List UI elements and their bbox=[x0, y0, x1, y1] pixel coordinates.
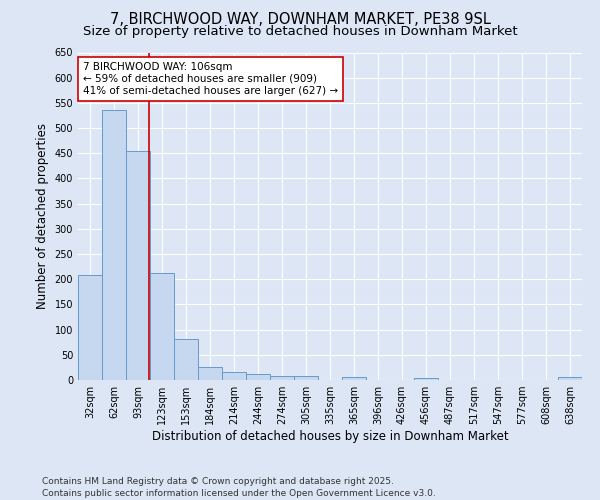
Bar bbox=[270, 376, 294, 380]
Bar bbox=[294, 376, 318, 380]
Bar bbox=[246, 374, 270, 380]
Text: 7, BIRCHWOOD WAY, DOWNHAM MARKET, PE38 9SL: 7, BIRCHWOOD WAY, DOWNHAM MARKET, PE38 9… bbox=[110, 12, 490, 28]
Text: Size of property relative to detached houses in Downham Market: Size of property relative to detached ho… bbox=[83, 25, 517, 38]
Bar bbox=[150, 273, 174, 380]
Bar bbox=[102, 110, 126, 380]
Text: 7 BIRCHWOOD WAY: 106sqm
← 59% of detached houses are smaller (909)
41% of semi-d: 7 BIRCHWOOD WAY: 106sqm ← 59% of detache… bbox=[83, 62, 338, 96]
Bar bbox=[558, 378, 582, 380]
Bar bbox=[78, 275, 102, 380]
X-axis label: Distribution of detached houses by size in Downham Market: Distribution of detached houses by size … bbox=[152, 430, 508, 443]
Y-axis label: Number of detached properties: Number of detached properties bbox=[36, 123, 49, 309]
Text: Contains HM Land Registry data © Crown copyright and database right 2025.
Contai: Contains HM Land Registry data © Crown c… bbox=[42, 476, 436, 498]
Bar bbox=[342, 378, 366, 380]
Bar bbox=[198, 367, 222, 380]
Bar bbox=[222, 372, 246, 380]
Bar bbox=[126, 151, 150, 380]
Bar bbox=[414, 378, 438, 380]
Bar bbox=[174, 339, 198, 380]
